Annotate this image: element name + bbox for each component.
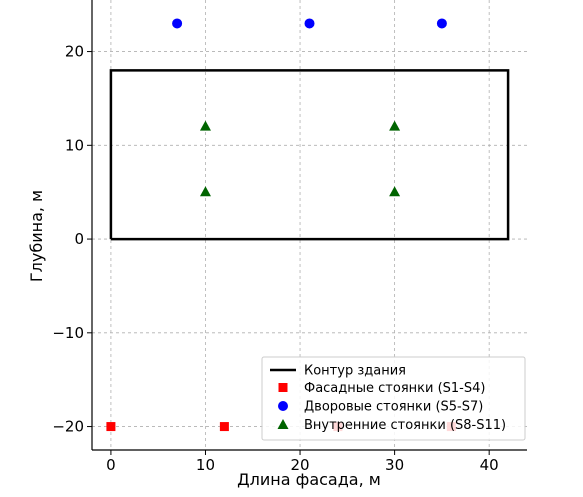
y-axis-label: Глубина, м — [27, 190, 46, 282]
legend-label-inner: Внутренние стоянки (S8-S11) — [304, 418, 506, 433]
yard-parking-point — [172, 18, 183, 29]
legend-marker-inner — [277, 419, 289, 429]
inner-parking-point — [389, 120, 401, 131]
yard-parking-point — [304, 18, 315, 29]
inner-parking-point — [389, 186, 401, 197]
y-tick-label: 20 — [65, 43, 84, 61]
y-tick-label: −10 — [52, 324, 84, 342]
legend-label-facade: Фасадные стоянки (S1-S4) — [304, 381, 485, 396]
legend-label-outline: Контур здания — [304, 364, 406, 379]
y-tick-label: 0 — [74, 230, 84, 248]
facade-parking-point — [106, 422, 116, 432]
axes — [87, 0, 527, 455]
y-tick-label: −20 — [52, 418, 84, 436]
x-tick-label: 10 — [196, 456, 215, 474]
x-tick-label: 30 — [385, 456, 404, 474]
yard-parking-point — [436, 18, 447, 29]
building-outline-line — [109, 69, 510, 241]
legend-box — [261, 356, 526, 441]
y-tick-label: 10 — [65, 136, 84, 154]
legend-marker-yard — [278, 401, 288, 411]
x-tick-label: 0 — [106, 456, 116, 474]
x-tick-label: 40 — [480, 456, 499, 474]
legend-label-yard: Дворовые стоянки (S5-S7) — [304, 400, 483, 415]
tick-labels: 0 10 20 30 40 −20 −10 0 10 20 — [52, 43, 498, 474]
x-axis-label: Длина фасада, м — [237, 470, 381, 489]
inner-parking-point — [199, 120, 211, 131]
facade-parking-point — [219, 422, 229, 432]
legend-marker-facade — [278, 383, 288, 392]
inner-parking-point — [199, 186, 211, 197]
building-outline — [109, 69, 510, 241]
x-tick-label: 20 — [290, 456, 309, 474]
legend: Контур здания Фасадные стоянки (S1-S4) Д… — [261, 356, 526, 441]
